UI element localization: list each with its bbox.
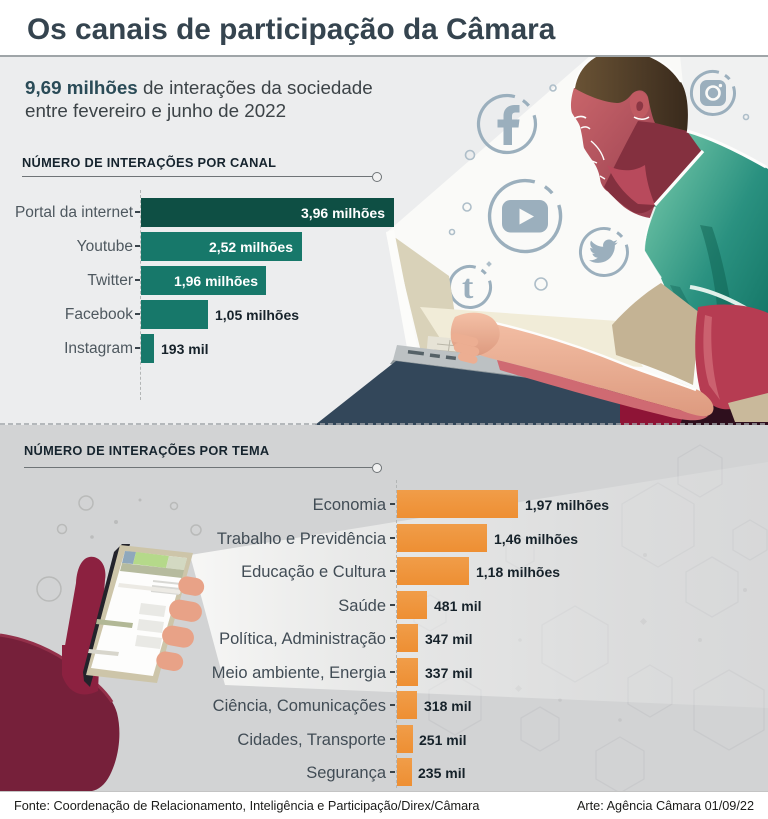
svg-text:t: t bbox=[462, 269, 474, 306]
